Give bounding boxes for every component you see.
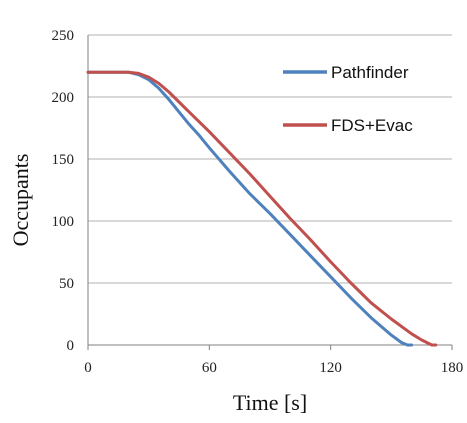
y-tick-label-150: 150	[52, 152, 75, 168]
y-tick-label-50: 50	[59, 276, 74, 292]
y-tick-label-200: 200	[52, 90, 75, 106]
x-tick-label-120: 120	[319, 360, 342, 376]
series-line-fds-evac	[86, 70, 438, 347]
x-axis-title: Time [s]	[233, 390, 307, 415]
x-tick-label-0: 0	[84, 360, 92, 376]
legend-label-fds-evac: FDS+Evac	[331, 116, 413, 135]
series-lines	[86, 70, 438, 347]
legend-label-pathfinder: Pathfinder	[331, 63, 409, 82]
tick-labels: 0 50 100 150 200 250 0 60 120 180	[52, 28, 464, 376]
series-line-pathfinder	[86, 70, 414, 347]
y-tick-label-100: 100	[52, 214, 75, 230]
y-axis-title: Occupants	[8, 154, 33, 247]
x-tick-label-60: 60	[202, 360, 217, 376]
axes	[87, 35, 453, 350]
y-tick-label-0: 0	[67, 338, 75, 354]
gridlines	[88, 34, 452, 284]
legend: Pathfinder FDS+Evac	[283, 63, 413, 135]
y-tick-label-250: 250	[52, 28, 75, 44]
x-tick-label-180: 180	[441, 360, 464, 376]
